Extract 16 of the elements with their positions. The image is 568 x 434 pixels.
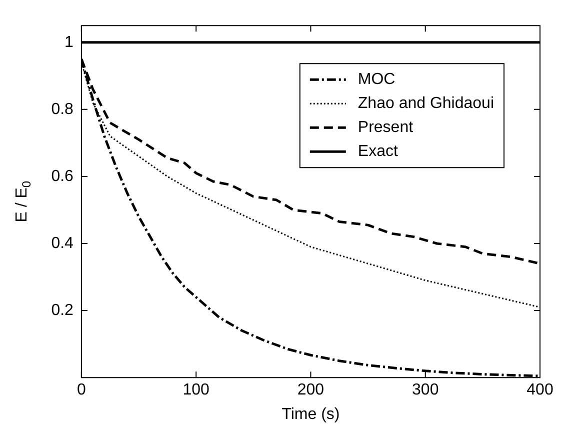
x-tick-label: 0 (76, 382, 86, 399)
legend-label: Zhao and Ghidaoui (358, 95, 494, 112)
x-tick-label: 300 (412, 382, 439, 399)
legend-label: MOC (358, 71, 396, 88)
x-tick-label: 100 (182, 382, 210, 399)
y-tick-label: 0.6 (51, 168, 74, 185)
y-axis-title: E / E0 (13, 180, 34, 222)
legend-label: Exact (358, 143, 398, 160)
x-tick-label: 400 (526, 382, 554, 399)
y-tick-label: 0.8 (51, 100, 74, 118)
y-tick-label: 0.4 (51, 234, 74, 252)
x-axis-title: Time (s) (282, 406, 340, 423)
x-tick-label: 200 (297, 382, 324, 399)
legend-label: Present (358, 119, 414, 136)
y-tick-label: 1 (64, 34, 74, 51)
y-tick-label: 0.2 (51, 302, 74, 319)
